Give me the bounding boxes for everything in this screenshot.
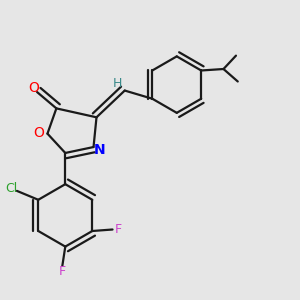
Text: F: F [114,223,122,236]
Text: Cl: Cl [5,182,17,195]
Text: N: N [94,143,105,157]
Text: O: O [34,126,45,140]
Text: F: F [59,265,66,278]
Text: H: H [112,76,122,90]
Text: O: O [28,82,39,95]
